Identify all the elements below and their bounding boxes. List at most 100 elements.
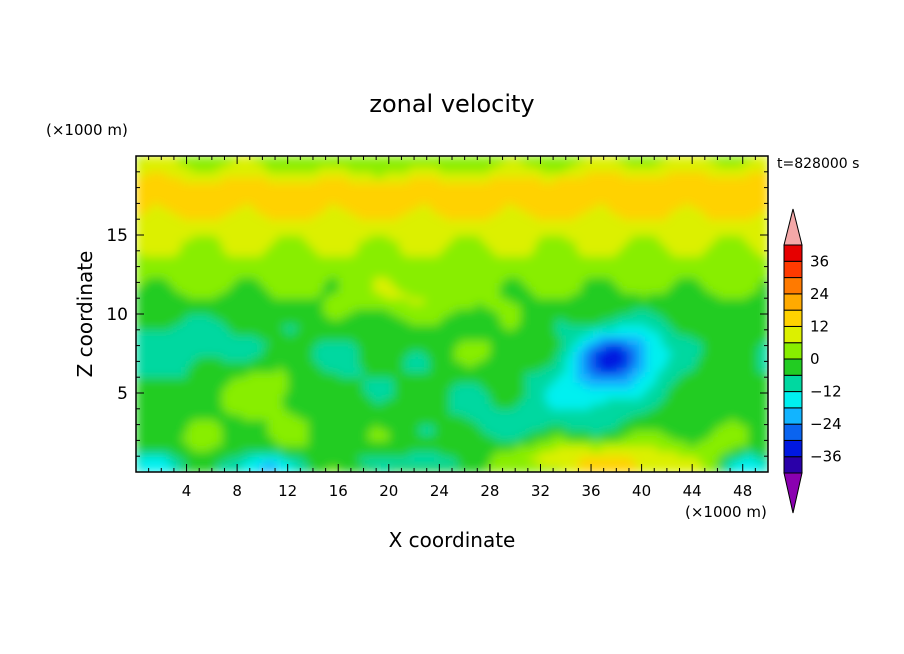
field-cell: [277, 345, 284, 352]
field-cell: [444, 419, 451, 426]
field-cell: [525, 456, 531, 463]
field-cell: [484, 356, 491, 362]
field-cell: [282, 361, 289, 368]
field-cell: [530, 345, 537, 352]
field-cell: [348, 314, 355, 320]
field-cell: [166, 414, 172, 420]
field-cell: [565, 419, 572, 426]
field-cell: [242, 435, 248, 441]
field-cell: [237, 393, 243, 399]
field-cell: [525, 429, 531, 436]
field-cell: [585, 350, 592, 357]
field-cell: [494, 319, 501, 326]
field-cell: [201, 382, 208, 389]
field-cell: [141, 282, 147, 289]
field-cell: [161, 314, 167, 320]
field-cell: [196, 308, 203, 315]
field-cell: [398, 361, 405, 368]
field-cell: [682, 429, 688, 436]
field-cell: [631, 277, 638, 283]
field-cell: [312, 450, 319, 457]
field-cell: [227, 429, 233, 436]
field-cell: [343, 361, 349, 368]
field-cell: [449, 382, 456, 389]
field-cell: [221, 445, 228, 452]
field-cell: [166, 393, 172, 399]
field-cell: [176, 335, 183, 341]
field-cell: [146, 408, 152, 415]
field-cell: [722, 424, 729, 431]
field-cell: [439, 429, 446, 436]
field-cell: [302, 456, 309, 463]
field-cell: [156, 308, 162, 315]
field-cell: [682, 282, 688, 289]
field-cell: [166, 387, 172, 394]
field-cell: [307, 403, 314, 410]
field-cell: [191, 287, 198, 294]
field-cell: [409, 435, 415, 441]
field-cell: [191, 319, 198, 326]
field-cell: [555, 366, 562, 373]
field-cell: [242, 350, 248, 357]
field-cell: [651, 440, 658, 447]
field-cell: [272, 371, 279, 378]
field-cell: [262, 461, 269, 468]
field-cell: [353, 324, 360, 331]
field-cell: [651, 377, 658, 384]
field-cell: [307, 298, 314, 305]
field-cell: [353, 456, 360, 463]
field-cell: [525, 282, 531, 289]
field-cell: [206, 308, 213, 315]
field-cell: [762, 292, 768, 299]
field-cell: [419, 340, 425, 347]
field-cell: [575, 450, 582, 457]
field-cell: [525, 377, 531, 384]
field-cell: [176, 419, 183, 426]
field-cell: [676, 445, 683, 452]
field-cell: [272, 377, 279, 384]
field-cell: [237, 292, 243, 299]
field-cell: [449, 335, 456, 341]
field-cell: [469, 345, 476, 352]
field-cell: [515, 445, 521, 452]
field-cell: [191, 345, 198, 352]
field-cell: [383, 340, 390, 347]
field-cell: [661, 450, 668, 457]
field-cell: [348, 340, 355, 347]
field-cell: [409, 466, 415, 472]
field-cell: [181, 271, 188, 278]
field-cell: [292, 382, 299, 389]
field-cell: [530, 387, 537, 394]
field-cell: [520, 419, 526, 426]
field-cell: [651, 282, 658, 289]
field-cell: [206, 466, 213, 472]
field-cell: [419, 382, 425, 389]
field-cell: [136, 435, 142, 441]
field-cell: [247, 387, 253, 394]
field-cell: [697, 308, 703, 315]
field-cell: [353, 335, 360, 341]
field-cell: [363, 292, 370, 299]
field-cell: [409, 414, 415, 420]
field-cell: [550, 435, 557, 441]
field-cell: [646, 356, 653, 362]
field-cell: [409, 429, 415, 436]
field-cell: [252, 414, 258, 420]
field-cell: [555, 282, 562, 289]
field-cell: [328, 287, 334, 294]
field-cell: [302, 377, 309, 384]
field-cell: [570, 429, 577, 436]
field-cell: [439, 277, 446, 283]
field-cell: [307, 414, 314, 420]
field-cell: [403, 271, 410, 278]
field-cell: [307, 340, 314, 347]
field-cell: [611, 324, 617, 331]
field-cell: [540, 377, 547, 384]
field-cell: [393, 440, 400, 447]
field-cell: [530, 435, 537, 441]
field-cell: [166, 356, 172, 362]
field-cell: [550, 292, 557, 299]
field-cell: [712, 308, 719, 315]
field-cell: [297, 308, 304, 315]
field-cell: [616, 261, 622, 268]
